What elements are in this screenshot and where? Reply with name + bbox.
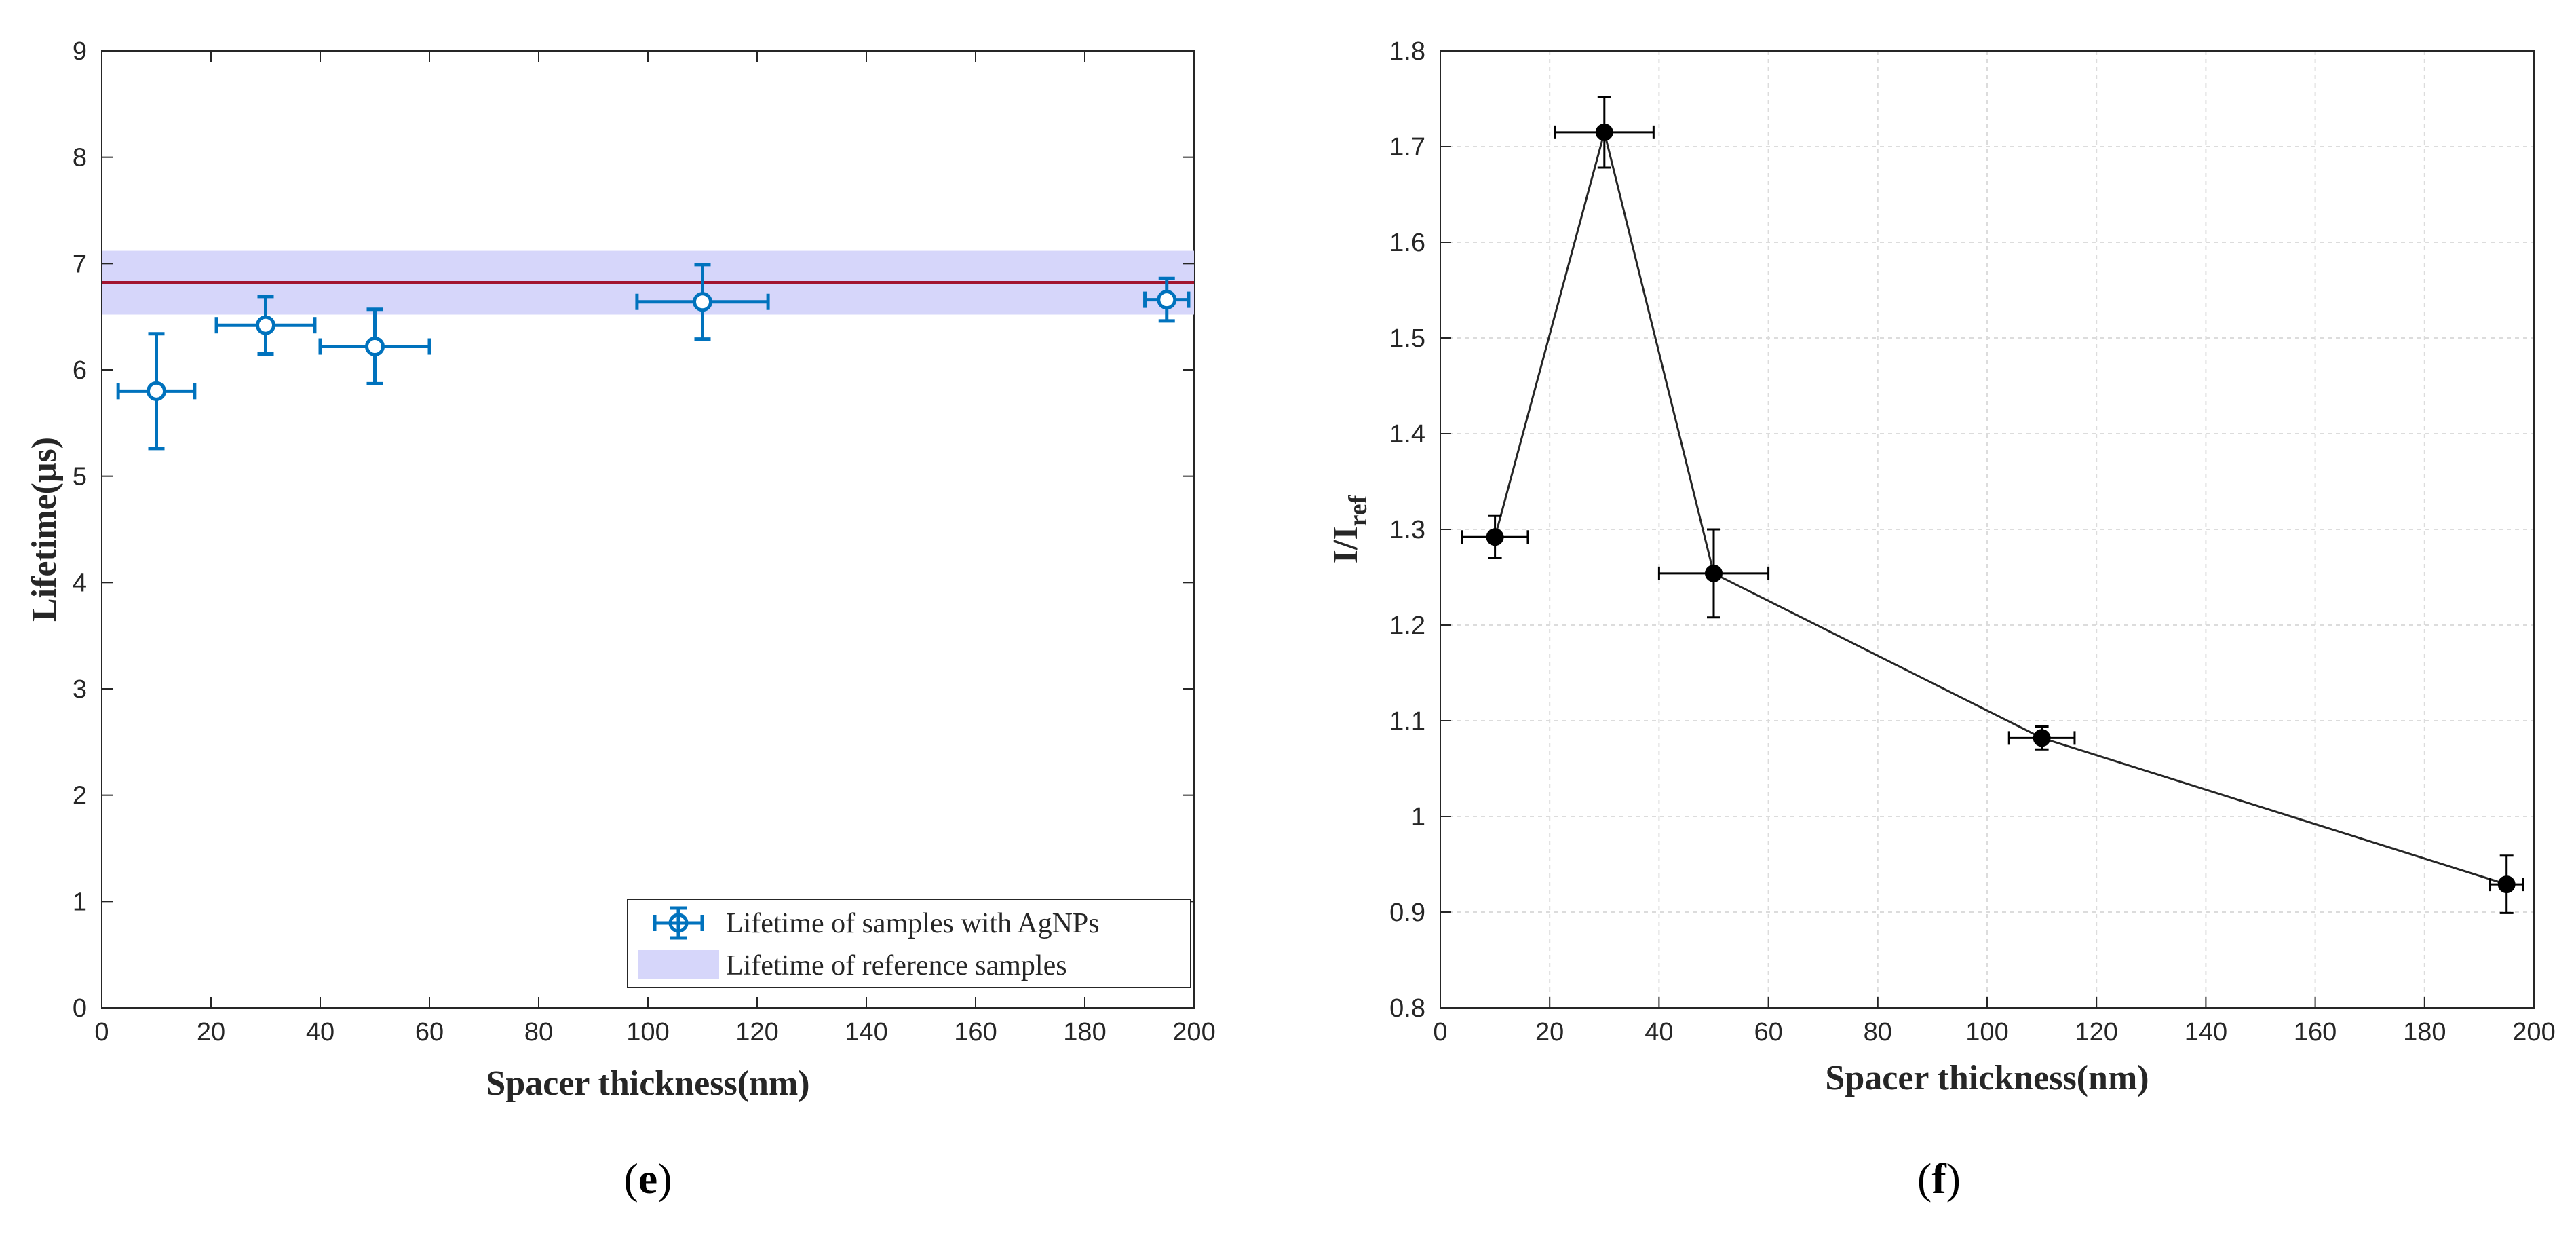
panel-letter-f: f bbox=[1931, 1154, 1946, 1203]
x-ticks-f: 0 20 40 60 80 100 120 140 160 180 200 bbox=[1433, 997, 2556, 1047]
point-marker bbox=[147, 381, 166, 401]
legend-box bbox=[627, 899, 1191, 988]
legend-e: Lifetime of samples with AgNPs Lifetime … bbox=[627, 899, 1191, 988]
x-tick-label: 80 bbox=[524, 1018, 553, 1047]
y-ticks-f: 0.8 0.9 1 1.1 1.2 1.3 1.4 1.5 1.6 1.7 1.8 bbox=[1389, 37, 1451, 1023]
x-tick-label: 180 bbox=[1063, 1018, 1106, 1047]
chart-panel-e: 0 20 40 60 80 100 120 140 160 180 200 0 1 2 3 4 5 6 7 8 9 S… bbox=[25, 37, 1216, 1203]
legend-label-reference: Lifetime of reference samples bbox=[726, 950, 1067, 981]
y-tick-label: 3 bbox=[73, 675, 87, 704]
x-tick-label: 120 bbox=[735, 1018, 778, 1047]
data-point bbox=[214, 295, 317, 356]
x-tick-label: 180 bbox=[2403, 1018, 2446, 1047]
y-tick-label: 0 bbox=[73, 994, 87, 1023]
y-tick-label: 0.8 bbox=[1389, 994, 1425, 1023]
x-tick-label: 0 bbox=[94, 1018, 109, 1047]
data-point bbox=[1143, 276, 1191, 323]
x-tick-label: 200 bbox=[2512, 1018, 2555, 1047]
x-tick-label: 40 bbox=[306, 1018, 334, 1047]
point-marker bbox=[2033, 729, 2051, 747]
y-tick-label: 1.2 bbox=[1389, 611, 1425, 640]
panel-letter-e: e bbox=[638, 1154, 657, 1203]
x-tick-label: 160 bbox=[2294, 1018, 2337, 1047]
y-tick-label: 6 bbox=[73, 356, 87, 385]
data-point bbox=[2489, 854, 2524, 914]
x-tick-label: 80 bbox=[1864, 1018, 1892, 1047]
x-tick-label: 100 bbox=[1965, 1018, 2008, 1047]
y-axis-title-f: I/Iref bbox=[1326, 494, 1372, 563]
y-tick-label: 1.5 bbox=[1389, 324, 1425, 353]
point-marker bbox=[365, 337, 385, 357]
point-marker bbox=[1486, 528, 1504, 546]
x-tick-label: 100 bbox=[626, 1018, 669, 1047]
legend-swatch-reference bbox=[638, 950, 719, 979]
panel-label-e: (e) bbox=[623, 1154, 672, 1203]
y-axis-title-subscript: ref bbox=[1344, 494, 1372, 526]
legend-marker-errorbar bbox=[653, 906, 704, 940]
y-axis-title-main: I/I bbox=[1326, 526, 1365, 563]
data-point bbox=[318, 307, 431, 385]
y-tick-label: 1.4 bbox=[1389, 420, 1425, 449]
y-tick-label: 1.1 bbox=[1389, 707, 1425, 736]
x-tick-label: 40 bbox=[1645, 1018, 1673, 1047]
data-point bbox=[116, 332, 197, 451]
x-tick-label: 120 bbox=[2075, 1018, 2117, 1047]
y-tick-label: 8 bbox=[73, 144, 87, 172]
x-tick-label: 0 bbox=[1433, 1018, 1447, 1047]
point-marker bbox=[693, 292, 712, 312]
x-tick-label: 140 bbox=[845, 1018, 887, 1047]
x-tick-label: 200 bbox=[1172, 1018, 1215, 1047]
point-marker bbox=[1157, 290, 1177, 310]
y-tick-label: 5 bbox=[73, 463, 87, 491]
y-tick-label: 2 bbox=[73, 782, 87, 810]
y-tick-label: 9 bbox=[73, 37, 87, 66]
point-marker bbox=[1705, 564, 1723, 582]
panel-label-f: (f) bbox=[1917, 1154, 1961, 1203]
point-marker bbox=[1595, 123, 1613, 141]
x-tick-label: 20 bbox=[1535, 1018, 1564, 1047]
y-ticks-e: 0 1 2 3 4 5 6 7 8 9 bbox=[73, 37, 1194, 1023]
x-axis-title-f: Spacer thickness(nm) bbox=[1825, 1059, 2149, 1097]
plot-frame-e bbox=[101, 50, 1195, 1009]
data-points-e bbox=[116, 263, 1191, 451]
y-tick-label: 1 bbox=[1411, 803, 1425, 831]
point-marker bbox=[2497, 875, 2516, 894]
y-tick-label: 1.3 bbox=[1389, 516, 1425, 544]
x-tick-label: 60 bbox=[415, 1018, 444, 1047]
data-point bbox=[635, 263, 770, 341]
legend-label-samples: Lifetime of samples with AgNPs bbox=[726, 908, 1100, 939]
point-marker bbox=[256, 315, 275, 335]
y-axis-title-e: Lifetime(μs) bbox=[25, 437, 64, 622]
y-tick-label: 4 bbox=[73, 569, 87, 597]
y-tick-label: 1.6 bbox=[1389, 229, 1425, 257]
data-point bbox=[2007, 725, 2076, 751]
y-tick-label: 1 bbox=[73, 888, 87, 916]
data-point bbox=[1461, 514, 1529, 559]
chart-panel-f: 0 20 40 60 80 100 120 140 160 180 200 0.8 0.9 1 1.1 1.… bbox=[1326, 37, 2556, 1203]
data-point bbox=[1554, 96, 1655, 169]
y-tick-label: 1.7 bbox=[1389, 133, 1425, 162]
data-points-f bbox=[1461, 96, 2524, 914]
x-tick-label: 160 bbox=[954, 1018, 997, 1047]
x-axis-title-e: Spacer thickness(nm) bbox=[486, 1064, 809, 1103]
x-tick-label: 20 bbox=[197, 1018, 225, 1047]
y-tick-label: 7 bbox=[73, 250, 87, 278]
data-point bbox=[1657, 528, 1770, 619]
x-tick-label: 60 bbox=[1754, 1018, 1782, 1047]
y-tick-label: 1.8 bbox=[1389, 37, 1425, 66]
x-ticks-e: 0 20 40 60 80 100 120 140 160 180 200 bbox=[94, 51, 1216, 1047]
x-tick-label: 140 bbox=[2185, 1018, 2227, 1047]
y-tick-label: 0.9 bbox=[1389, 899, 1425, 927]
